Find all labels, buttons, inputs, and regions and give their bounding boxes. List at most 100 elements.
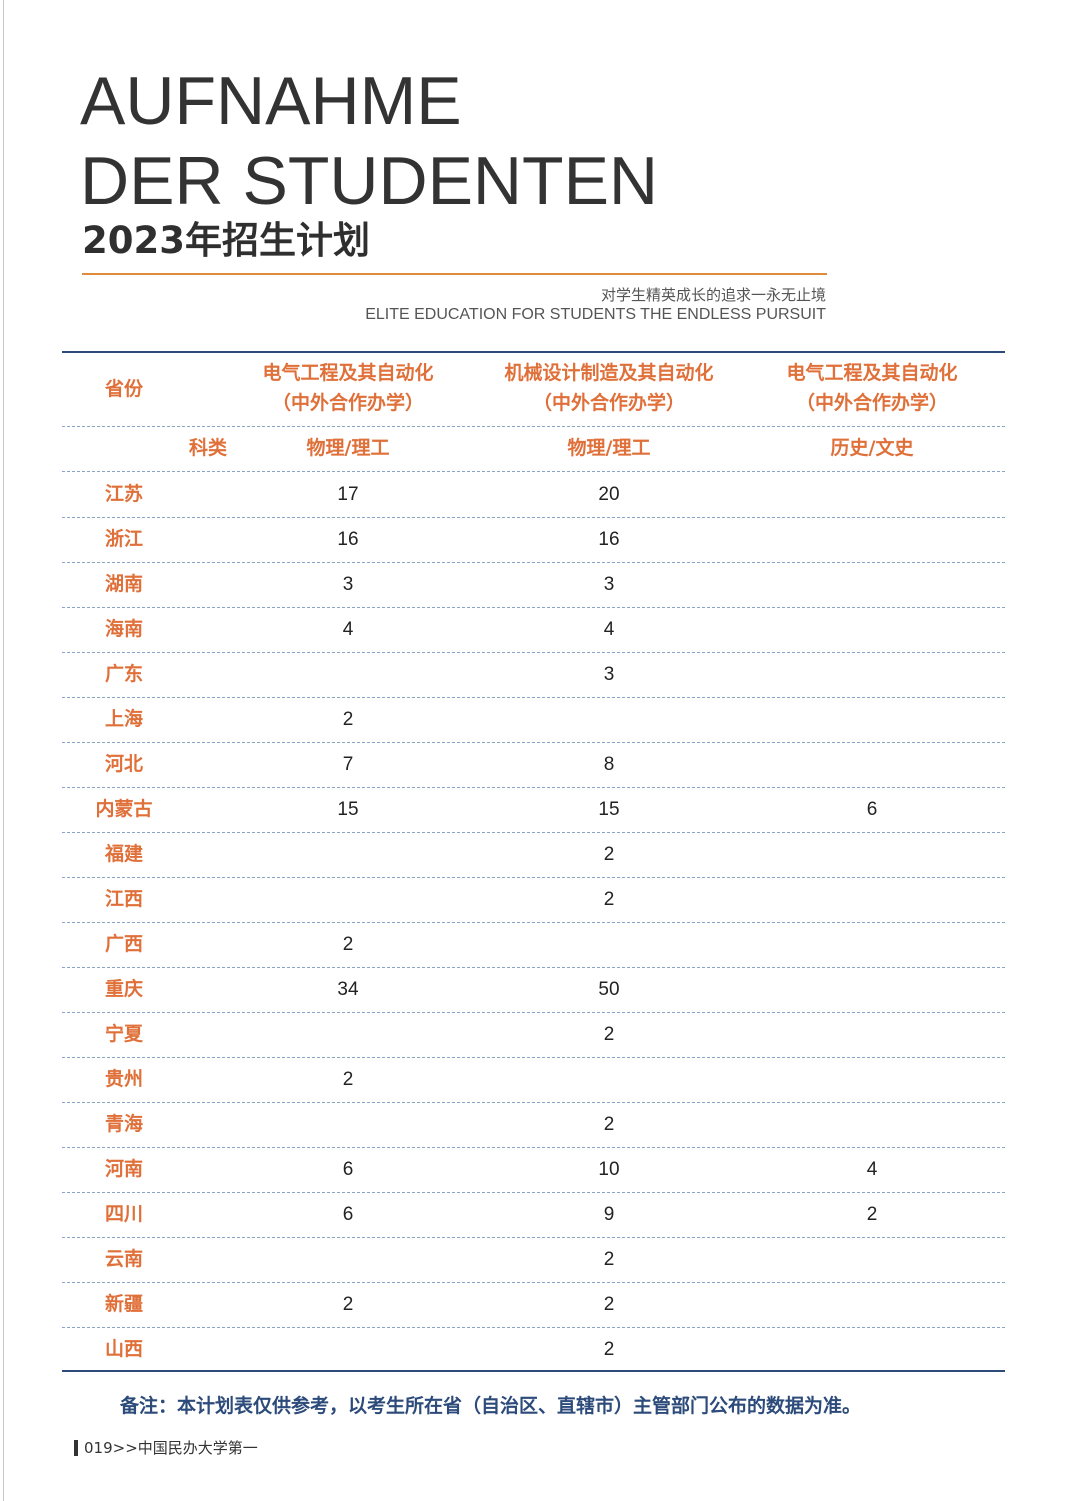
table-divider [62,426,1005,427]
value-cell: 2 [866,1204,878,1225]
province-cell: 河南 [104,1158,143,1180]
value-cell: 17 [337,484,359,505]
value-cell: 2 [603,1024,615,1045]
province-cell: 贵州 [104,1068,143,1090]
footnote: 备注：本计划表仅供参考，以考生所在省（自治区、直辖市）主管部门公布的数据为准。 [120,1395,862,1417]
province-cell: 海南 [104,618,143,640]
province-cell: 宁夏 [104,1023,143,1045]
table-divider [62,1147,1005,1148]
province-cell: 山西 [104,1338,143,1360]
value-cell: 15 [337,799,359,820]
table-divider [62,1102,1005,1103]
province-cell: 广东 [104,663,143,685]
province-cell: 新疆 [104,1293,143,1315]
value-cell: 10 [598,1159,620,1180]
column-header-3: 电气工程及其自动化 （中外合作办学） [742,358,1002,418]
value-cell: 3 [342,574,354,595]
value-cell: 6 [342,1204,354,1225]
value-cell: 20 [598,484,620,505]
value-cell: 2 [342,709,354,730]
table-divider [62,1327,1005,1328]
province-header: 省份 [104,378,143,400]
value-cell: 2 [603,1249,615,1270]
value-cell: 2 [603,844,615,865]
value-cell: 16 [337,529,359,550]
province-cell: 福建 [104,843,143,865]
table-divider [62,697,1005,698]
value-cell: 34 [337,979,359,1000]
value-cell: 2 [603,1339,615,1360]
table-top-rule [62,351,1005,353]
value-cell: 9 [603,1204,615,1225]
table-divider [62,877,1005,878]
province-cell: 河北 [104,753,143,775]
value-cell: 8 [603,754,615,775]
table-divider [62,832,1005,833]
value-cell: 6 [342,1159,354,1180]
value-cell: 50 [598,979,620,1000]
value-cell: 16 [598,529,620,550]
table-divider [62,562,1005,563]
table-divider [62,1057,1005,1058]
column-2-category: 物理/理工 [567,437,651,459]
province-cell: 云南 [104,1248,143,1270]
province-cell: 浙江 [104,528,143,550]
column-2-note: （中外合作办学） [532,392,685,414]
column-1-category: 物理/理工 [306,437,390,459]
column-1-major: 电气工程及其自动化 [262,362,434,384]
column-3-major: 电气工程及其自动化 [786,362,958,384]
value-cell: 2 [603,1114,615,1135]
value-cell: 4 [866,1159,878,1180]
value-cell: 2 [342,1069,354,1090]
value-cell: 15 [598,799,620,820]
column-3-note: （中外合作办学） [795,392,948,414]
province-cell: 广西 [104,933,143,955]
page-edge-line [3,0,4,1501]
table-bottom-rule [62,1370,1005,1372]
table-divider [62,1237,1005,1238]
table-divider [62,922,1005,923]
column-header-2: 机械设计制造及其自动化 （中外合作办学） [479,358,739,418]
page-footer: 019>>中国民办大学第一 [74,1438,258,1458]
value-cell: 4 [342,619,354,640]
table-divider [62,1282,1005,1283]
table-divider [62,471,1005,472]
value-cell: 2 [603,1294,615,1315]
title-divider [82,273,827,275]
province-cell: 内蒙古 [95,798,153,820]
table-divider [62,1192,1005,1193]
province-cell: 江西 [104,888,143,910]
province-cell: 上海 [104,708,143,730]
page-title-line-1: AUFNAHME [80,63,462,139]
table-divider [62,967,1005,968]
page-title-line-2: DER STUDENTEN [80,143,659,219]
value-cell: 2 [342,934,354,955]
province-cell: 四川 [104,1203,143,1225]
page-subtitle: 2023年招生计划 [82,219,370,262]
value-cell: 3 [603,574,615,595]
value-cell: 4 [603,619,615,640]
table-divider [62,1012,1005,1013]
column-2-major: 机械设计制造及其自动化 [504,362,714,384]
table-divider [62,607,1005,608]
table-divider [62,787,1005,788]
province-cell: 湖南 [104,573,143,595]
province-cell: 江苏 [104,483,143,505]
value-cell: 6 [866,799,878,820]
slogan-english: ELITE EDUCATION FOR STUDENTS THE ENDLESS… [365,306,826,323]
table-divider [62,517,1005,518]
value-cell: 2 [342,1294,354,1315]
table-divider [62,652,1005,653]
table-divider [62,742,1005,743]
value-cell: 3 [603,664,615,685]
province-cell: 重庆 [104,978,143,1000]
column-3-category: 历史/文史 [830,437,914,459]
footer-marker [74,1440,78,1456]
slogan-chinese: 对学生精英成长的追求一永无止境 [600,286,826,304]
column-1-note: （中外合作办学） [271,392,424,414]
column-header-1: 电气工程及其自动化 （中外合作办学） [218,358,478,418]
footer-text: 019>>中国民办大学第一 [84,1439,258,1457]
value-cell: 7 [342,754,354,775]
value-cell: 2 [603,889,615,910]
province-cell: 青海 [104,1113,143,1135]
